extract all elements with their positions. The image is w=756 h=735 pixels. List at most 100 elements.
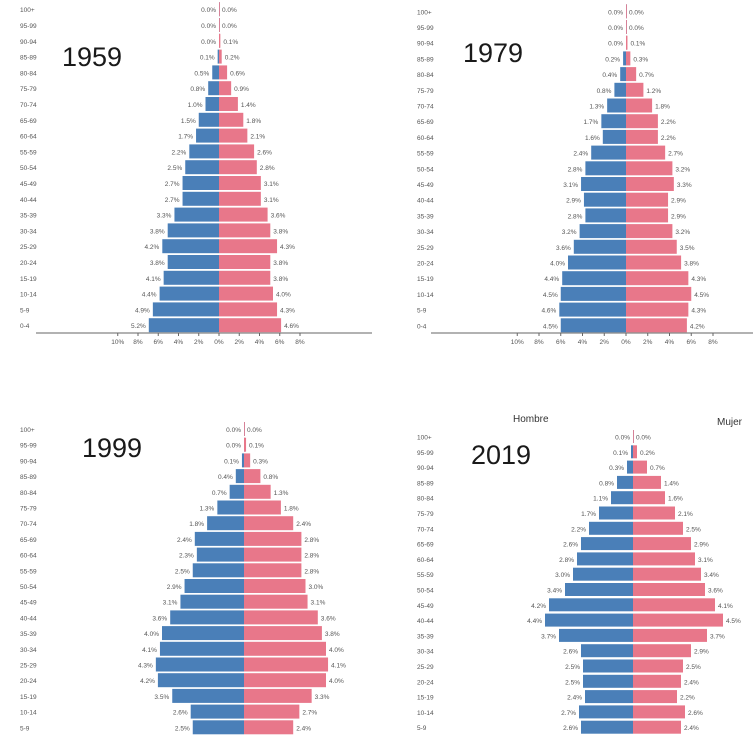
age-tick-label: 35-39 — [20, 213, 37, 220]
bar-male — [196, 547, 244, 562]
value-label-male: 2.8% — [568, 166, 583, 173]
value-label-male: 3.0% — [555, 572, 570, 579]
bar-male — [170, 610, 244, 625]
age-tick-label: 5-9 — [20, 725, 30, 732]
bar-male — [617, 475, 633, 489]
value-label-male: 0.8% — [599, 480, 614, 487]
value-label-male: 2.7% — [165, 181, 180, 188]
value-label-male: 3.7% — [541, 633, 556, 640]
value-label-male: 4.0% — [550, 261, 565, 268]
age-tick-label: 70-74 — [417, 104, 434, 111]
age-tick-label: 80-84 — [20, 70, 37, 77]
bar-male — [631, 445, 633, 459]
value-label-female: 0.1% — [223, 39, 238, 46]
value-label-male: 0.8% — [190, 86, 205, 93]
year-label: 1979 — [463, 38, 523, 68]
age-tick-label: 20-24 — [417, 679, 434, 686]
value-label-male: 0.1% — [613, 450, 628, 457]
age-tick-label: 75-79 — [417, 88, 434, 95]
age-tick-label: 70-74 — [417, 526, 434, 533]
bar-male — [174, 207, 219, 222]
bar-female — [244, 641, 326, 656]
value-label-female: 0.8% — [263, 474, 278, 481]
bar-female — [633, 674, 681, 688]
bar-female — [633, 644, 691, 658]
bar-female — [244, 626, 322, 641]
bar-male — [607, 98, 626, 113]
value-label-male: 5.2% — [131, 323, 146, 330]
bar-male — [192, 563, 244, 578]
value-label-male: 0.0% — [615, 435, 630, 442]
age-tick-label: 15-19 — [417, 695, 434, 702]
x-tick-label: 2% — [600, 339, 610, 346]
bar-female — [219, 207, 268, 222]
age-tick-label: 20-24 — [417, 261, 434, 268]
bar-male — [583, 674, 633, 688]
bar-male — [190, 704, 244, 719]
year-label: 1999 — [82, 433, 142, 463]
age-tick-label: 100+ — [417, 9, 432, 16]
bar-male — [589, 521, 633, 535]
x-tick-label: 8% — [708, 339, 718, 346]
bar-male — [157, 673, 244, 688]
value-label-male: 1.3% — [200, 506, 215, 513]
bar-female — [219, 176, 261, 190]
bar-male — [568, 255, 626, 270]
bar-female — [219, 18, 220, 32]
value-label-female: 0.0% — [629, 9, 644, 16]
bar-female — [219, 144, 255, 159]
bar-female — [626, 224, 673, 239]
value-label-female: 3.1% — [698, 557, 713, 564]
bar-female — [626, 286, 692, 301]
age-tick-label: 85-89 — [20, 55, 37, 62]
value-label-male: 2.9% — [167, 584, 182, 591]
value-label-female: 0.7% — [650, 465, 665, 472]
bar-female — [244, 610, 318, 625]
x-tick-label: 4% — [578, 339, 588, 346]
value-label-male: 1.7% — [584, 119, 599, 126]
value-label-male: 0.0% — [608, 41, 623, 48]
bar-male — [585, 690, 633, 704]
age-tick-label: 30-34 — [20, 647, 37, 654]
age-tick-label: 45-49 — [417, 603, 434, 610]
bar-female — [633, 567, 701, 581]
age-tick-label: 10-14 — [20, 710, 37, 717]
value-label-female: 2.6% — [257, 149, 272, 156]
value-label-male: 0.0% — [201, 7, 216, 14]
value-label-male: 4.3% — [138, 663, 153, 670]
year-label: 1959 — [62, 42, 122, 72]
value-label-male: 2.2% — [171, 149, 186, 156]
value-label-male: 4.9% — [135, 307, 150, 314]
age-tick-label: 65-69 — [417, 542, 434, 549]
age-tick-label: 25-29 — [417, 664, 434, 671]
x-tick-label: 0% — [621, 339, 631, 346]
value-label-male: 0.4% — [602, 72, 617, 79]
bar-male — [159, 286, 219, 301]
age-tick-label: 60-64 — [417, 135, 434, 142]
bar-male — [581, 644, 633, 658]
value-label-male: 2.6% — [563, 649, 578, 656]
value-label-female: 4.0% — [329, 678, 344, 685]
value-label-female: 2.9% — [694, 649, 709, 656]
bar-male — [155, 657, 244, 672]
value-label-female: 4.5% — [726, 618, 741, 625]
age-tick-label: 55-59 — [417, 151, 434, 158]
value-label-female: 4.3% — [280, 307, 295, 314]
value-label-male: 3.1% — [563, 182, 578, 189]
value-label-male: 2.5% — [175, 568, 190, 575]
bar-female — [219, 81, 232, 96]
value-label-female: 3.8% — [273, 228, 288, 235]
value-label-male: 2.8% — [568, 213, 583, 220]
x-tick-label: 10% — [111, 339, 124, 346]
value-label-female: 0.0% — [636, 435, 651, 442]
age-tick-label: 30-34 — [20, 228, 37, 235]
value-label-female: 2.6% — [688, 710, 703, 717]
age-tick-label: 30-34 — [417, 649, 434, 656]
bar-male — [163, 270, 219, 285]
bar-female — [626, 51, 631, 66]
value-label-female: 2.4% — [684, 725, 699, 732]
bar-female — [633, 460, 647, 474]
age-tick-label: 10-14 — [417, 710, 434, 717]
bar-male — [208, 81, 219, 96]
x-tick-label: 6% — [556, 339, 566, 346]
